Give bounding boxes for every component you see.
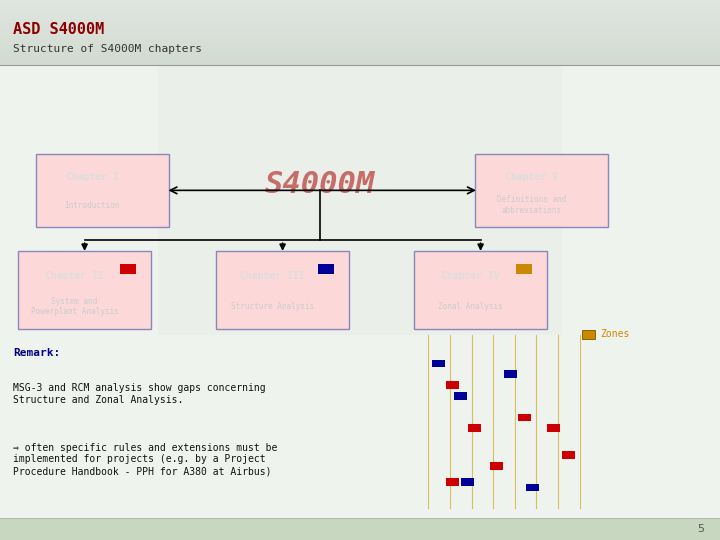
Bar [0, 32, 720, 36]
Bar [490, 462, 503, 470]
Bar [0, 16, 720, 19]
Text: Introduction: Introduction [65, 201, 120, 210]
Bar [454, 392, 467, 400]
Bar [0, 6, 720, 10]
Bar [0, 58, 720, 62]
Bar [0, 39, 720, 42]
FancyBboxPatch shape [18, 251, 151, 329]
Text: Definitions and
abbreviations: Definitions and abbreviations [497, 195, 567, 215]
Bar [0, 49, 720, 52]
FancyBboxPatch shape [36, 154, 169, 227]
FancyBboxPatch shape [216, 251, 349, 329]
Bar [0, 42, 720, 45]
Text: Chapter IV: Chapter IV [441, 271, 500, 281]
Bar [0, 55, 720, 58]
Bar [526, 484, 539, 491]
Text: MSG-3 and RCM analysis show gaps concerning
Structure and Zonal Analysis.: MSG-3 and RCM analysis show gaps concern… [13, 383, 266, 405]
Text: Zonal Analysis: Zonal Analysis [438, 302, 503, 311]
Bar [547, 424, 560, 432]
Bar [468, 424, 481, 432]
Bar [0, 36, 720, 39]
Text: Chapter III: Chapter III [240, 271, 305, 281]
Bar [0, 13, 720, 16]
Text: S4000M: S4000M [265, 171, 376, 199]
Bar [0, 62, 720, 65]
Bar [518, 414, 531, 421]
Text: Chapter I: Chapter I [66, 172, 119, 182]
Bar [446, 381, 459, 389]
Bar [0, 518, 720, 540]
FancyBboxPatch shape [475, 154, 608, 227]
Bar [432, 360, 445, 367]
Bar [0, 19, 720, 23]
Bar [0, 65, 720, 518]
Text: Zones: Zones [600, 329, 629, 339]
Bar [318, 264, 334, 274]
Bar [0, 10, 720, 13]
Bar [461, 478, 474, 486]
Text: System and
Powerplant Analysis: System and Powerplant Analysis [30, 296, 119, 316]
Text: Structure of S4000M chapters: Structure of S4000M chapters [13, 44, 202, 53]
Text: Structure Analysis: Structure Analysis [231, 302, 314, 311]
Bar [0, 52, 720, 55]
Bar [120, 264, 136, 274]
Bar [516, 264, 532, 274]
Text: 5: 5 [697, 523, 704, 534]
Text: Chapter II: Chapter II [45, 271, 104, 281]
Text: Remark:: Remark: [13, 348, 60, 359]
Bar [562, 451, 575, 459]
Bar [0, 45, 720, 49]
Bar [504, 370, 517, 378]
Bar [446, 478, 459, 486]
Bar [0, 26, 720, 29]
Bar [0, 29, 720, 32]
Bar [0, 0, 720, 3]
Text: Chapter V: Chapter V [505, 172, 558, 182]
FancyBboxPatch shape [158, 65, 562, 335]
Text: ASD S4000M: ASD S4000M [13, 22, 104, 37]
Bar [582, 330, 595, 339]
Text: ⇒ often specific rules and extensions must be
implemented for projects (e.g. by : ⇒ often specific rules and extensions mu… [13, 443, 277, 476]
FancyBboxPatch shape [414, 251, 547, 329]
Bar [0, 3, 720, 6]
Bar [0, 23, 720, 26]
